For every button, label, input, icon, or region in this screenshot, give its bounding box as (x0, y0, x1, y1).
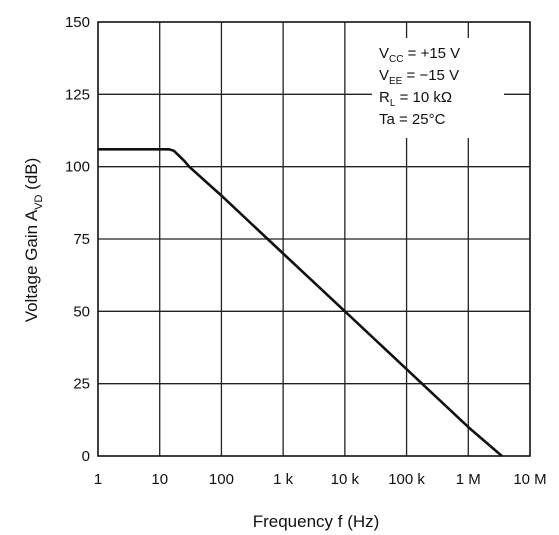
y-tick-label: 25 (73, 376, 90, 393)
series-layer (98, 148, 503, 457)
plot-frame (97, 21, 531, 457)
condition-line: VEE = −15 V (379, 67, 459, 87)
gain-curve (98, 148, 503, 457)
condition-line: RL = 10 kΩ (379, 89, 452, 109)
y-tick-label: 50 (73, 303, 90, 320)
y-tick-label: 100 (65, 159, 90, 176)
condition-line: Ta = 25°C (379, 111, 446, 128)
y-axis-label: Voltage Gain AVD (dB) (22, 158, 45, 323)
y-tick-label: 150 (65, 14, 90, 31)
x-tick-label: 1 k (273, 471, 294, 488)
x-tick-labels: 1 10 100 1 k 10 k 100 k 1 M 10 M (94, 471, 547, 488)
x-tick-label: 1 (94, 471, 102, 488)
x-tick-label: 10 (151, 471, 168, 488)
y-tick-label: 75 (73, 231, 90, 248)
x-tick-label: 100 k (388, 471, 425, 488)
x-tick-label: 100 (209, 471, 234, 488)
conditions-box-background (372, 38, 504, 138)
x-tick-label: 10 M (513, 471, 546, 488)
x-tick-label: 1 M (456, 471, 481, 488)
x-tick-label: 10 k (331, 471, 360, 488)
condition-line: VCC = +15 V (379, 45, 460, 65)
y-tick-label: 125 (65, 86, 90, 103)
y-tick-labels: 0 25 50 75 100 125 150 (65, 14, 90, 465)
y-tick-label: 0 (82, 448, 90, 465)
x-axis-label: Frequency f (Hz) (253, 512, 380, 531)
